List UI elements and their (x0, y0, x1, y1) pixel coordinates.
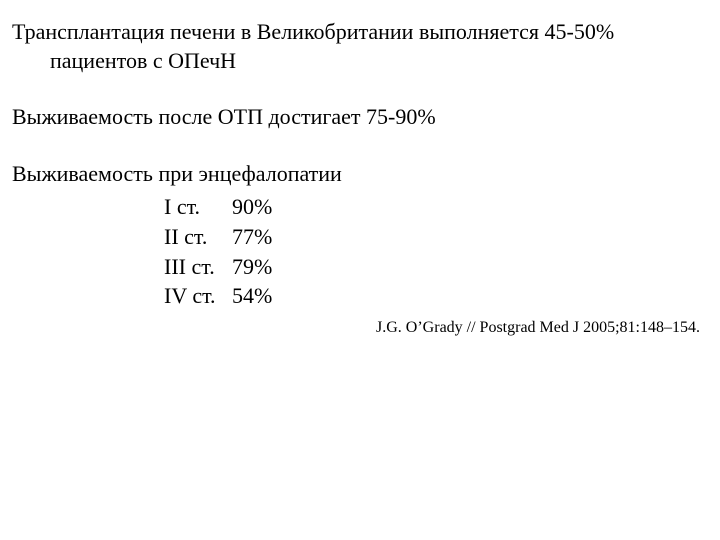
stage-value: 79% (232, 252, 272, 282)
paragraph-transplant-line2: пациентов с ОПечН (12, 47, 708, 76)
citation: J.G. O’Grady // Postgrad Med J 2005;81:1… (12, 319, 708, 337)
paragraph-transplant: Трансплантация печени в Великобритании в… (12, 18, 708, 75)
table-row: II ст. 77% (164, 222, 708, 252)
paragraph-transplant-line1: Трансплантация печени в Великобритании в… (12, 19, 614, 44)
stage-label: I ст. (164, 192, 232, 222)
subheading-encephalopathy: Выживаемость при энцефалопатии (12, 160, 708, 189)
stage-label: IV ст. (164, 281, 232, 311)
paragraph-survival-otp: Выживаемость после ОТП достигает 75-90% (12, 103, 708, 132)
table-row: III ст. 79% (164, 252, 708, 282)
stage-value: 77% (232, 222, 272, 252)
stage-label: III ст. (164, 252, 232, 282)
stage-value: 90% (232, 192, 272, 222)
slide: Трансплантация печени в Великобритании в… (0, 0, 720, 540)
stage-table: I ст. 90% II ст. 77% III ст. 79% IV ст. … (164, 192, 708, 311)
stage-label: II ст. (164, 222, 232, 252)
table-row: IV ст. 54% (164, 281, 708, 311)
stage-value: 54% (232, 281, 272, 311)
table-row: I ст. 90% (164, 192, 708, 222)
